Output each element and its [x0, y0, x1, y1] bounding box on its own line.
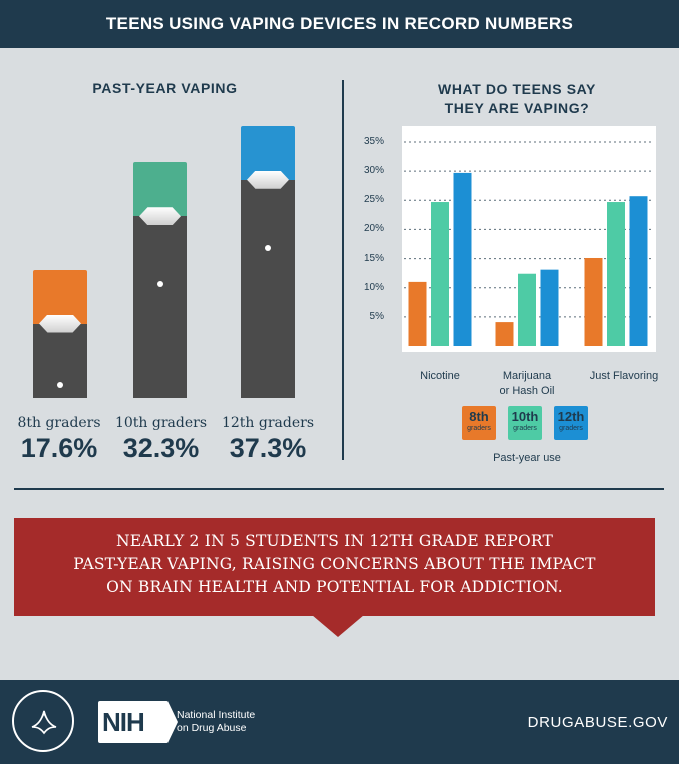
y-tick-label: 10%: [363, 281, 384, 293]
grade-label-12th: 12th graders: [221, 415, 315, 431]
x-category-label-line: or Hash Oil: [499, 385, 555, 397]
x-category-label: Just Flavoring: [579, 369, 669, 384]
x-category-label-line: Nicotine: [420, 370, 460, 382]
institute-name-line-2: on Drug Abuse: [177, 722, 247, 734]
page-title-banner: TEENS USING VAPING DEVICES IN RECORD NUM…: [0, 0, 679, 48]
grade-label-10th: 10th graders: [114, 415, 208, 431]
vape-device-10th: [133, 162, 187, 398]
key-finding-text: NEARLY 2 IN 5 STUDENTS IN 12TH GRADE REP…: [14, 530, 655, 599]
y-tick-label: 20%: [363, 223, 384, 235]
vape-device-12th: [241, 125, 295, 398]
key-finding-callout: [14, 518, 655, 616]
grade-percent-10th: 32.3%: [122, 433, 200, 463]
device-indicator-light: [57, 381, 63, 388]
legend-12th-graders: 12th graders: [554, 406, 588, 440]
section-divider: [14, 488, 664, 490]
key-finding-line-2: PAST-YEAR VAPING, RAISING CONCERNS ABOUT…: [73, 555, 596, 573]
y-tick-label: 25%: [363, 194, 384, 206]
legend-8th-graders: 8th graders: [462, 406, 496, 440]
chart-plot-background: [402, 126, 656, 352]
nih-logo-text: NIH: [102, 707, 145, 737]
key-finding-line-1: NEARLY 2 IN 5 STUDENTS IN 12TH GRADE REP…: [115, 532, 554, 550]
grade-label-8th: 8th graders: [17, 415, 101, 431]
what-teens-vape-title-line-2: THEY ARE VAPING?: [444, 100, 590, 116]
x-category-label: Nicotine: [395, 369, 485, 384]
y-tick-label: 5%: [369, 310, 384, 322]
past-year-vaping-title: PAST-YEAR VAPING: [92, 80, 238, 96]
legend-8th-sub: graders: [467, 425, 491, 432]
device-mouthpiece: [247, 170, 289, 189]
grade-percent-12th: 37.3%: [229, 433, 307, 463]
what-teens-vape-title-line-1: WHAT DO TEENS SAY: [438, 81, 596, 97]
nih-logo-arrow: [168, 701, 178, 743]
panel-divider: [342, 80, 344, 460]
y-tick-label: 15%: [363, 252, 384, 264]
hhs-seal-icon: [12, 690, 74, 752]
eagle-icon: [31, 710, 57, 735]
legend-10th-main: 10th: [511, 409, 539, 424]
page-title: TEENS USING VAPING DEVICES IN RECORD NUM…: [105, 14, 574, 33]
vape-device-8th: [33, 269, 87, 398]
institute-name: National Institute on Drug Abuse: [177, 709, 267, 735]
x-category-label-line: Just Flavoring: [589, 370, 659, 382]
device-mouthpiece: [139, 207, 181, 226]
legend-12th-main: 12th: [557, 409, 585, 424]
institute-name-line-1: National Institute: [177, 709, 256, 721]
device-indicator-light: [265, 244, 271, 251]
legend-caption: Past-year use: [493, 452, 561, 464]
what-teens-vape-title: WHAT DO TEENS SAY THEY ARE VAPING?: [372, 80, 662, 118]
x-category-label: Marijuana or Hash Oil: [482, 369, 572, 399]
x-category-label-line: Marijuana: [502, 370, 552, 382]
device-body: [133, 214, 187, 398]
legend-10th-graders: 10th graders: [508, 406, 542, 440]
legend-10th-sub: graders: [513, 425, 537, 432]
grade-percent-8th: 17.6%: [20, 433, 98, 463]
nih-logo[interactable]: NIH: [98, 701, 178, 743]
device-body: [241, 177, 295, 398]
key-finding-line-3: ON BRAIN HEALTH AND POTENTIAL FOR ADDICT…: [106, 578, 563, 596]
device-mouthpiece: [39, 314, 81, 333]
legend-8th-main: 8th: [469, 409, 489, 424]
legend-12th-sub: graders: [559, 425, 583, 432]
y-tick-label: 35%: [363, 136, 384, 147]
website-link[interactable]: DRUGABUSE.GOV: [527, 714, 668, 731]
device-indicator-light: [157, 280, 163, 287]
callout-pointer: [312, 615, 364, 637]
y-tick-label: 30%: [363, 165, 384, 177]
